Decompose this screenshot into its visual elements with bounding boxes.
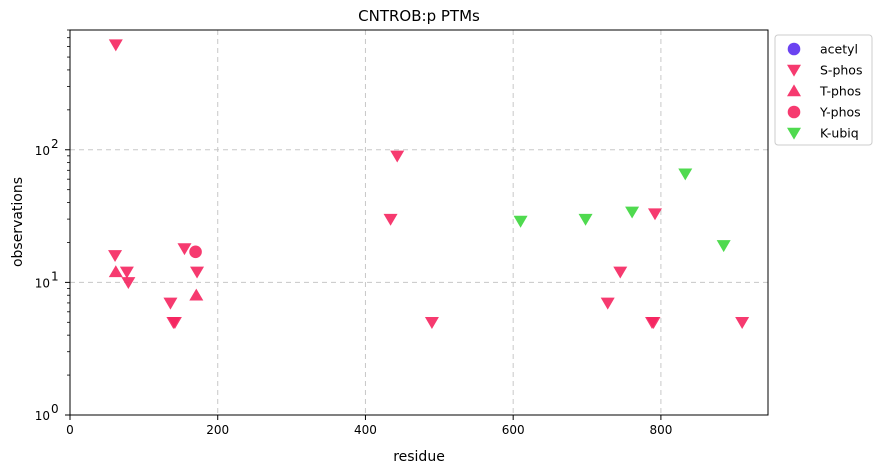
x-tick-label: 200 [206,423,229,437]
x-tick-label: 600 [502,423,525,437]
legend-label: S-phos [820,63,862,78]
grid-lines [70,30,768,415]
data-point-s-phos [383,213,398,226]
plot-frame [69,29,769,416]
data-point-t-phos [189,288,204,301]
legend-label: Y-phos [819,105,861,120]
legend-box [774,34,873,146]
data-point-s-phos [390,150,405,163]
y-axis-label: observations [10,177,26,267]
data-point-s-phos [424,317,439,329]
x-axis-label: residue [393,449,445,465]
legend-marker-y-phos [787,105,801,119]
data-point-k-ubiq [678,168,693,181]
data-point-k-ubiq [716,240,731,253]
data-point-k-ubiq [625,206,640,219]
data-point-s-phos [735,317,750,329]
data-points [108,39,750,329]
data-point-s-phos [190,266,205,279]
data-point-k-ubiq [513,215,528,228]
x-tick-label: 800 [649,423,672,437]
x-tick-label: 0 [66,423,74,437]
legend-marker-s-phos [787,64,801,77]
legend-marker-acetyl [787,42,801,56]
data-point-s-phos [177,243,192,256]
legend-marker-k-ubiq [787,127,801,140]
legend-label: acetyl [820,42,858,57]
y-tick-label: 10 [35,276,50,290]
data-point-s-phos [108,39,123,52]
x-tick-label: 400 [354,423,377,437]
y-tick-label: 10 [35,409,50,423]
data-point-s-phos [600,297,615,310]
data-point-s-phos [646,317,661,329]
y-tick-label: 10 [35,144,50,158]
data-point-s-phos [108,250,123,262]
data-point-s-phos [167,317,182,329]
chart-title: CNTROB:p PTMs [358,7,480,25]
legend-label: T-phos [819,84,861,99]
data-point-s-phos [163,297,178,310]
legend-marker-t-phos [787,84,801,97]
data-point-s-phos [121,277,136,290]
legend: acetyl S-phos T-phos Y-phos K-ubiq [774,34,873,146]
legend-label: K-ubiq [820,126,859,141]
data-point-y-phos [189,245,202,259]
y-tick-exponent: 2 [51,137,59,151]
data-point-k-ubiq [578,213,593,226]
data-point-s-phos [647,208,662,221]
data-point-s-phos [613,266,628,279]
data-point-t-phos [108,265,123,278]
y-tick-exponent: 1 [51,269,59,283]
y-tick-exponent: 0 [51,402,59,416]
data-point-s-phos [119,266,134,279]
